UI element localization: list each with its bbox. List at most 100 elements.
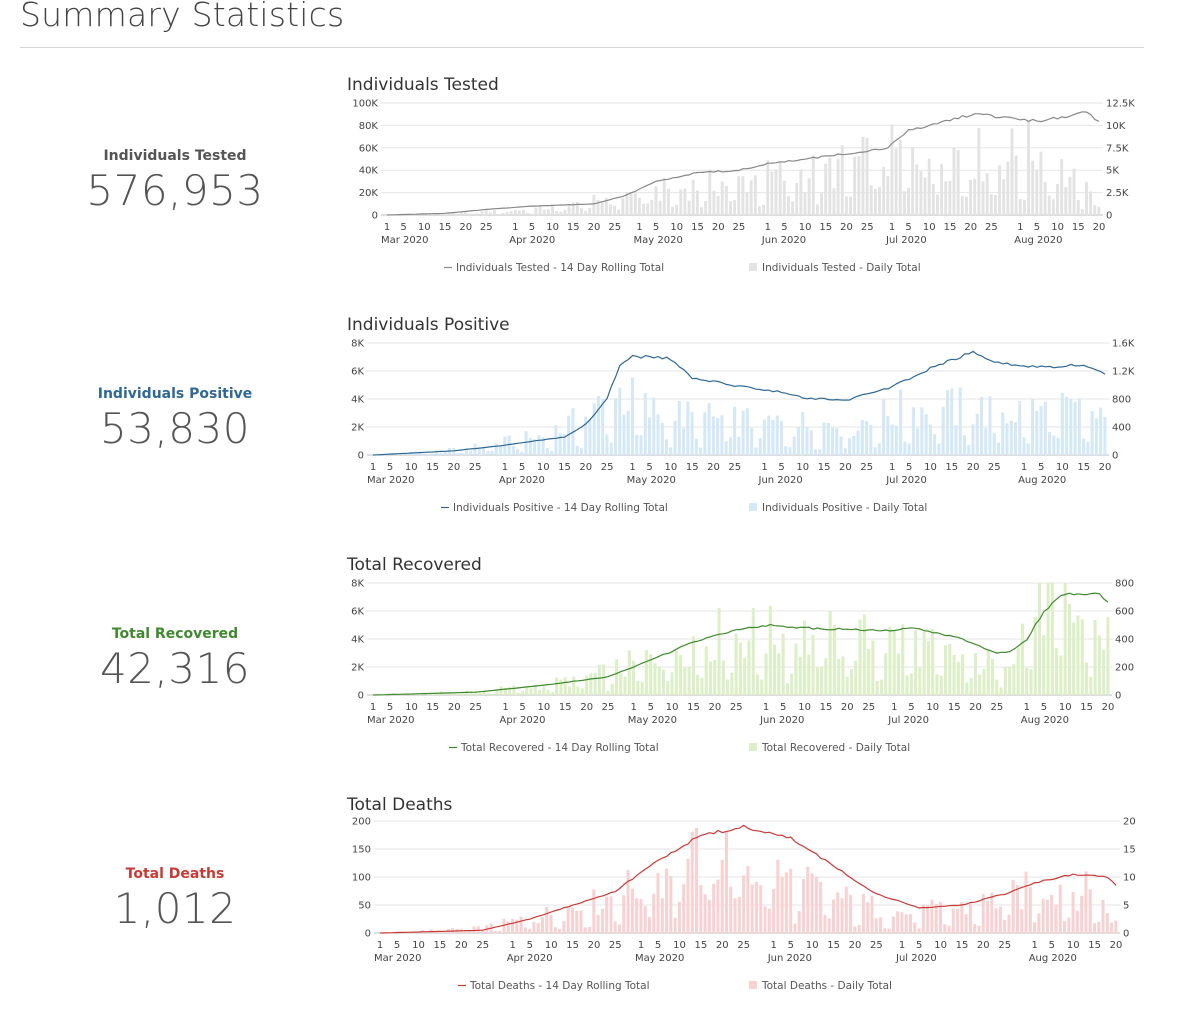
- daily-bar: [650, 199, 654, 215]
- daily-bar: [627, 650, 631, 695]
- daily-bar: [839, 436, 843, 455]
- x-axis-day-tick: 15: [439, 222, 452, 233]
- daily-bar: [1080, 895, 1084, 933]
- daily-bar: [549, 914, 553, 933]
- daily-bar: [913, 922, 917, 933]
- daily-bar: [849, 894, 853, 933]
- daily-bar: [438, 931, 442, 933]
- right-axis-tick: 1.6K: [1112, 339, 1135, 350]
- daily-bar: [588, 926, 592, 933]
- right-axis-tick: 0: [1123, 929, 1129, 940]
- left-axis-tick: 100: [352, 873, 371, 884]
- daily-bar: [550, 450, 554, 455]
- daily-bar: [431, 694, 435, 695]
- x-axis-day-tick: 15: [1080, 702, 1093, 713]
- daily-bar: [505, 212, 509, 215]
- rolling-line: [379, 824, 1117, 934]
- daily-bar: [737, 896, 741, 933]
- daily-bar: [1067, 917, 1071, 933]
- daily-bar: [824, 163, 828, 215]
- daily-bar: [679, 655, 683, 695]
- x-axis-day-tick: 20: [849, 940, 862, 951]
- daily-bar: [674, 650, 678, 695]
- daily-bar: [1022, 437, 1026, 455]
- daily-bar: [950, 388, 954, 455]
- daily-bar: [558, 929, 562, 933]
- daily-bar: [434, 931, 438, 933]
- x-axis-day-tick: 25: [608, 222, 621, 233]
- daily-bar: [592, 403, 596, 455]
- daily-bar: [937, 443, 941, 455]
- daily-bar: [703, 894, 707, 933]
- daily-bar: [1088, 889, 1092, 933]
- daily-bar: [741, 175, 745, 215]
- daily-bar: [767, 415, 771, 455]
- daily-bar: [837, 659, 841, 695]
- daily-bar: [869, 185, 873, 215]
- right-axis-tick: 0: [1115, 691, 1121, 702]
- daily-bar: [784, 872, 788, 933]
- daily-bar: [537, 435, 541, 455]
- legend-line-label: Total Deaths - 14 Day Rolling Total: [469, 980, 650, 992]
- daily-bar: [1059, 655, 1063, 695]
- daily-bar: [657, 666, 661, 695]
- daily-bar: [658, 200, 662, 215]
- x-axis-day-tick: 25: [985, 222, 998, 233]
- daily-bar: [904, 914, 908, 933]
- daily-bar: [869, 425, 873, 455]
- daily-bar: [754, 447, 758, 455]
- daily-bar: [746, 866, 750, 933]
- x-axis-day-tick: 25: [861, 222, 874, 233]
- x-axis-month-label: Mar 2020: [374, 953, 422, 964]
- daily-bar: [596, 199, 600, 215]
- daily-bar: [609, 442, 613, 455]
- x-axis-day-tick: 25: [860, 462, 873, 473]
- daily-bar: [750, 427, 754, 455]
- daily-bar: [673, 420, 677, 455]
- left-axis-tick: 40K: [359, 166, 379, 177]
- daily-bar: [491, 693, 495, 695]
- daily-bar: [948, 644, 952, 695]
- daily-bar: [452, 691, 456, 695]
- right-axis-tick: 800: [1112, 395, 1131, 406]
- daily-bar: [486, 693, 490, 695]
- daily-bar: [770, 171, 774, 215]
- x-axis-day-tick: 15: [567, 222, 580, 233]
- daily-bar: [444, 692, 448, 695]
- daily-bar: [469, 690, 473, 695]
- daily-bar: [1047, 195, 1051, 215]
- daily-bar: [1050, 583, 1054, 695]
- left-axis-tick: 2K: [351, 423, 364, 434]
- daily-bar: [484, 210, 488, 215]
- daily-bar: [861, 136, 865, 215]
- daily-bar: [923, 177, 927, 215]
- daily-bar: [892, 630, 896, 695]
- daily-bar: [965, 682, 969, 695]
- x-axis-day-tick: 10: [412, 940, 425, 951]
- daily-bar: [832, 188, 836, 215]
- daily-bar: [774, 169, 778, 215]
- x-axis-day-tick: 1: [771, 940, 777, 951]
- daily-bar: [1045, 899, 1049, 933]
- daily-bar: [443, 214, 447, 215]
- daily-bar: [472, 926, 476, 933]
- daily-bar: [981, 181, 985, 215]
- daily-bar: [426, 214, 430, 215]
- kpi-value: 576,953: [86, 166, 264, 215]
- daily-bar: [944, 181, 948, 215]
- daily-bar: [856, 430, 860, 455]
- daily-bar: [724, 441, 728, 455]
- x-axis-day-tick: 25: [480, 222, 493, 233]
- daily-bar: [828, 611, 832, 695]
- daily-bar: [716, 196, 720, 215]
- daily-bar: [828, 157, 832, 215]
- daily-bar: [969, 677, 973, 695]
- daily-bar: [455, 213, 459, 215]
- daily-bar: [943, 924, 947, 933]
- daily-bar: [563, 209, 567, 215]
- daily-bar: [622, 414, 626, 455]
- x-axis-day-tick: 10: [418, 222, 431, 233]
- daily-bar: [922, 631, 926, 695]
- daily-bar: [762, 419, 766, 455]
- x-axis-day-tick: 1: [502, 702, 508, 713]
